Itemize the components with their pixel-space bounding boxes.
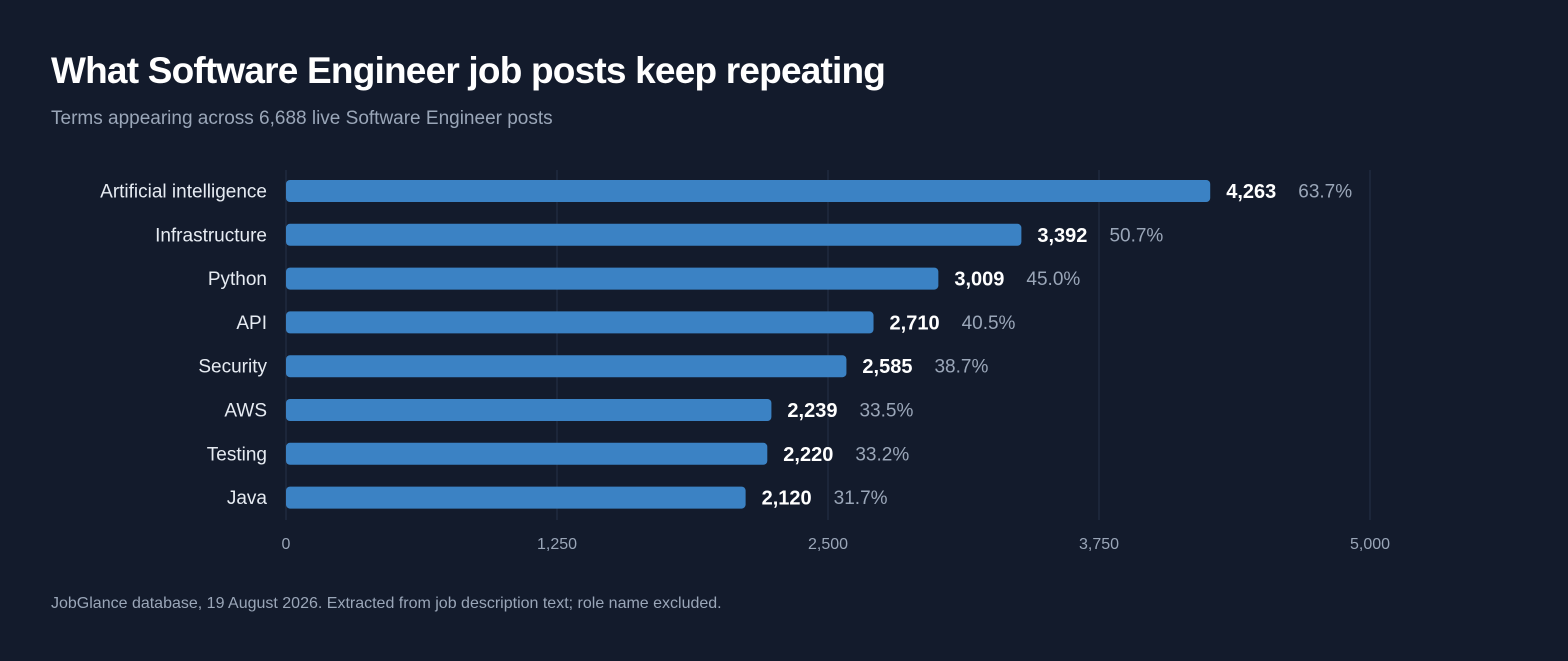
category-label: Artificial intelligence xyxy=(100,182,267,203)
category-label: API xyxy=(236,313,267,334)
value-label: 2,239 xyxy=(787,400,837,422)
category-label: AWS xyxy=(224,401,267,422)
chart-title: What Software Engineer job posts keep re… xyxy=(51,50,886,91)
value-label: 3,009 xyxy=(954,269,1004,291)
x-tick-label: 3,750 xyxy=(1079,536,1119,553)
percent-label: 38.7% xyxy=(934,357,988,378)
category-label: Java xyxy=(227,488,268,509)
value-label: 2,220 xyxy=(783,444,833,466)
x-axis-ticks: 0 1,250 2,500 3,750 5,000 xyxy=(282,536,1391,553)
value-label: 4,263 xyxy=(1226,181,1276,203)
x-tick-label: 1,250 xyxy=(537,536,577,553)
category-label: Python xyxy=(208,269,267,290)
bars xyxy=(286,180,1211,509)
bar xyxy=(286,355,847,378)
category-label: Testing xyxy=(207,444,267,465)
x-tick-label: 2,500 xyxy=(808,536,848,553)
bar xyxy=(286,223,1022,246)
value-label: 3,392 xyxy=(1037,225,1087,247)
source-note: JobGlance database, 19 August 2026. Extr… xyxy=(51,595,722,612)
x-tick-label: 0 xyxy=(282,536,291,553)
chart-subtitle: Terms appearing across 6,688 live Softwa… xyxy=(51,108,553,129)
x-tick-label: 5,000 xyxy=(1350,536,1390,553)
percent-label: 31.7% xyxy=(834,488,888,509)
bar xyxy=(286,399,772,421)
bar xyxy=(286,442,768,465)
value-label: 2,120 xyxy=(762,488,812,510)
gridlines xyxy=(285,170,1371,520)
percent-label: 45.0% xyxy=(1026,269,1080,290)
percent-label: 63.7% xyxy=(1298,182,1352,203)
bar xyxy=(286,311,874,334)
percent-label: 33.2% xyxy=(855,444,909,465)
category-label: Infrastructure xyxy=(155,225,267,246)
value-label: 2,585 xyxy=(862,356,912,378)
percent-label: 40.5% xyxy=(962,313,1016,334)
value-label: 2,710 xyxy=(890,312,940,334)
bar xyxy=(286,180,1211,202)
category-label: Security xyxy=(198,357,267,378)
labels: Artificial intelligence 4,263 63.7% Infrast… xyxy=(100,181,1352,510)
bar xyxy=(286,267,939,290)
percent-label: 33.5% xyxy=(859,401,913,422)
bar xyxy=(286,486,746,509)
percent-label: 50.7% xyxy=(1109,225,1163,246)
